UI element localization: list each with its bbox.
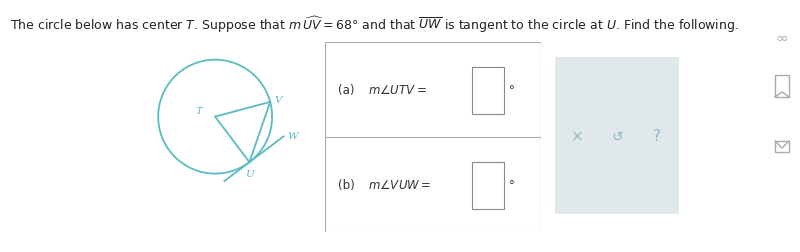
Text: $m\angle \mathit{UTV} =$: $m\angle \mathit{UTV} =$ (368, 84, 426, 97)
Text: T: T (196, 107, 202, 116)
Text: ∞: ∞ (776, 30, 788, 45)
Text: ?: ? (653, 129, 661, 144)
Text: (b): (b) (338, 178, 354, 191)
Text: ×: × (571, 129, 584, 144)
FancyBboxPatch shape (550, 52, 684, 220)
Bar (472, 162, 504, 209)
Text: W: W (287, 131, 298, 140)
Text: (a): (a) (338, 84, 354, 97)
Text: ↺: ↺ (611, 129, 623, 143)
Text: The circle below has center $\mathit{T}$. Suppose that $m\,\widehat{UV} = 68°$ a: The circle below has center $\mathit{T}$… (10, 15, 739, 35)
Text: U: U (245, 169, 254, 178)
Text: $m\angle \mathit{VUW} =$: $m\angle \mathit{VUW} =$ (368, 178, 431, 191)
Bar (775, 76, 789, 98)
Text: °: ° (509, 84, 514, 97)
Bar (472, 68, 504, 115)
Text: V: V (274, 96, 282, 105)
Bar (775, 141, 789, 152)
Text: °: ° (509, 178, 514, 191)
